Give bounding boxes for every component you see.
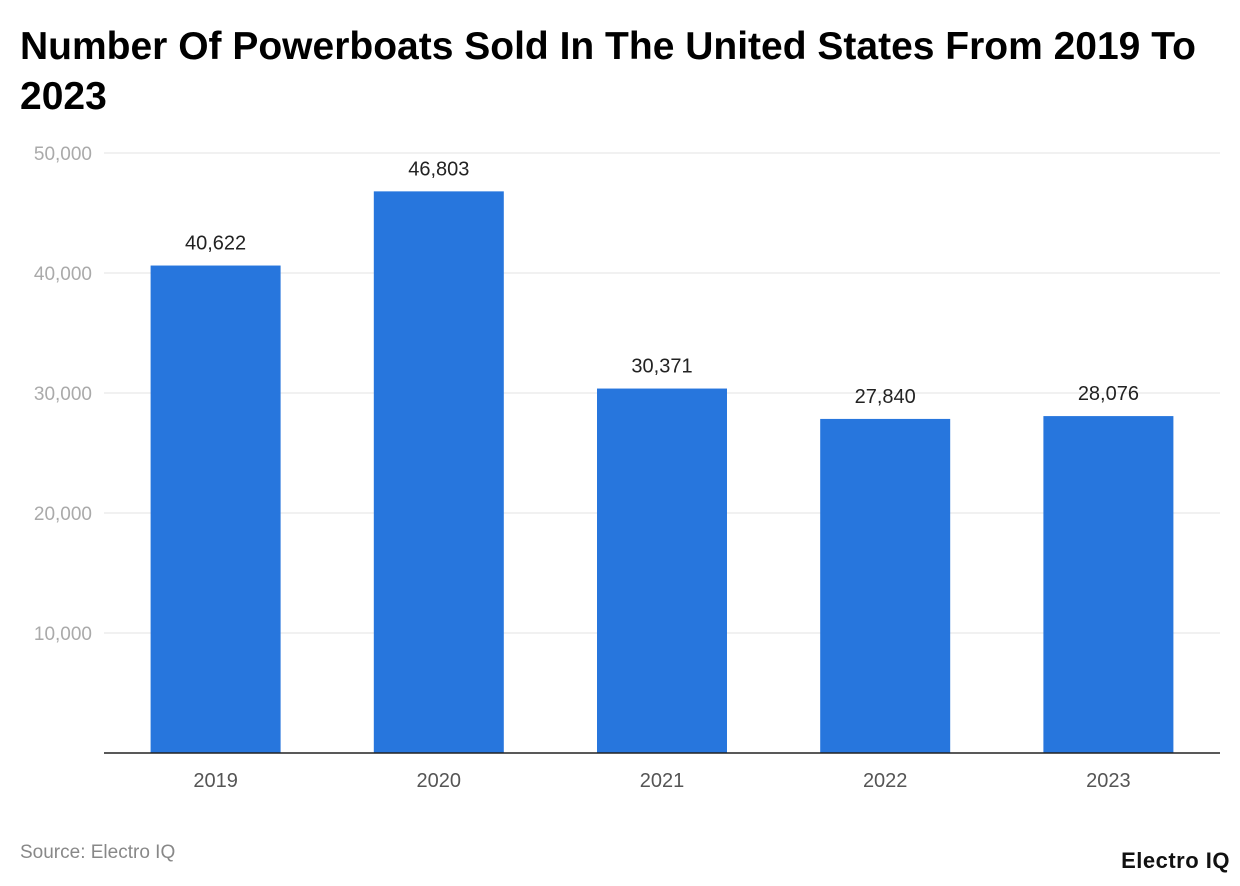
electro-iq-logo: Electro IQ	[1121, 848, 1230, 873]
bar	[1043, 416, 1174, 753]
y-tick-label: 10,000	[34, 624, 92, 645]
x-tick-label: 2019	[193, 770, 238, 792]
y-tick-label: 50,000	[34, 144, 92, 165]
bar	[597, 388, 727, 753]
y-tick-label: 20,000	[34, 504, 92, 525]
x-tick-label: 2023	[1086, 770, 1131, 792]
source-note: Source: Electro IQ	[20, 842, 176, 863]
chart-title: Number Of Powerboats Sold In The United …	[20, 25, 1196, 118]
data-label: 28,076	[1078, 383, 1139, 405]
data-label: 27,840	[855, 386, 916, 408]
data-label: 40,622	[185, 233, 246, 255]
y-tick-label: 30,000	[34, 384, 92, 405]
data-label: 30,371	[631, 356, 692, 378]
x-tick-label: 2021	[640, 770, 685, 792]
data-label: 46,803	[408, 158, 469, 180]
x-tick-label: 2020	[417, 770, 462, 792]
x-tick-label: 2022	[863, 770, 908, 792]
y-tick-label: 40,000	[34, 264, 92, 285]
bar	[820, 418, 951, 753]
bar	[150, 265, 281, 753]
bar	[373, 191, 504, 753]
